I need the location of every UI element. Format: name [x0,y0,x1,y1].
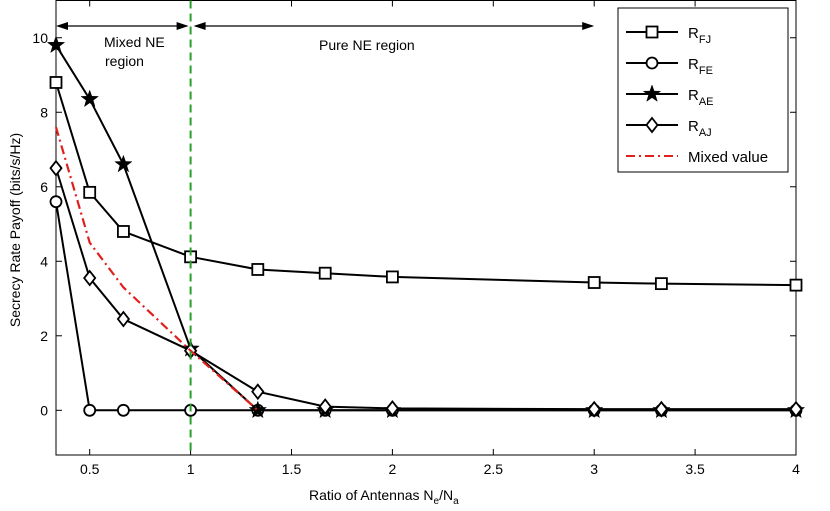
data-point-square [386,270,399,284]
data-point-diamond [116,310,131,328]
legend-label-main: Mixed value [688,149,768,166]
legend-label-sub: FJ [699,34,711,46]
y-tick-label: 4 [40,253,48,269]
data-point-circle [117,403,130,417]
data-point-diamond [318,398,332,416]
arrow-head-left [56,22,68,30]
series-mixed [54,126,259,412]
square-marker [645,25,659,39]
legend-entry-fj: RFJ [626,25,711,46]
axis-ticks: 0.5 1 1.5 2 2.5 3 3.5 4 0 2 4 6 8 10 [32,0,800,477]
legend-entry-ae: RAE [626,84,714,108]
legend-entry-mixed: Mixed value [626,149,768,166]
x-tick-label: 3.5 [685,461,705,477]
x-axis-title-sub2: a [453,496,459,507]
y-tick-label: 0 [40,402,48,418]
data-point-square [83,185,97,199]
data-point-square [49,76,63,89]
data-point-star [114,154,133,173]
x-axis-title: Ratio of Antennas Ne/Na [309,487,459,507]
data-point-diamond [587,400,601,418]
x-tick-label: 3 [590,461,598,477]
y-tick-label: 8 [40,104,48,120]
x-tick-label: 2 [389,461,397,477]
x-tick-label: 0.5 [80,461,100,477]
data-point-square [251,263,265,276]
data-point-diamond [385,399,400,417]
plot-area-frame [55,0,797,456]
series-fj [49,76,803,292]
legend-label-sub: FE [699,65,713,77]
x-axis-title-slash: /N [439,487,453,503]
pure-region-label: Pure NE region [319,37,415,53]
y-tick-label: 10 [32,30,48,46]
data-point-square [654,277,668,291]
legend-label-main: R [688,87,699,104]
circle-marker [645,56,659,70]
x-tick-label: 4 [792,461,800,477]
arrow-head-right [582,22,595,30]
x-tick-label: 1.5 [282,461,302,477]
data-point-square [789,278,803,292]
series-line [54,126,259,412]
data-point-diamond [83,269,97,287]
legend-label: Mixed value [688,149,768,166]
legend-label: RFJ [688,25,711,46]
data-point-square [117,225,130,238]
mixed-region-label-line2: region [105,53,144,69]
mixed-region-label-line1: Mixed NE [104,34,165,50]
x-tick-label: 1 [187,461,195,477]
mixed-region-arrow [56,22,189,30]
arrow-head-right [176,22,189,30]
diamond-marker [645,116,659,134]
legend-label: RAJ [688,118,712,139]
data-point-diamond [654,400,669,418]
legend-entry-fe: RFE [626,56,713,77]
arrow-head-left [193,22,206,30]
data-point-star [46,35,66,54]
legend-label-main: R [688,25,699,42]
x-axis-title-sub1: e [434,496,440,507]
legend-label-main: R [688,118,699,135]
legend-entry-aj: RAJ [626,116,712,139]
data-point-square [318,266,332,280]
legend-label-sub: AJ [699,127,712,139]
data-point-circle [49,195,63,209]
series-line [55,167,796,411]
data-point-diamond [49,159,63,177]
series-aj [49,159,803,418]
data-point-diamond [789,400,803,418]
region-annotations: Mixed NE region Pure NE region [56,22,595,69]
y-tick-label: 2 [40,328,48,344]
data-point-square [587,276,601,289]
series-line [55,82,797,287]
y-axis-title: Secrecy Rate Payoff (bits/s/Hz) [7,133,23,327]
x-tick-label: 2.5 [484,461,504,477]
data-point-star [80,89,99,108]
pure-region-arrow [193,22,595,30]
star-marker [642,84,662,102]
legend-label-main: R [688,56,699,73]
series-line [55,44,796,412]
series-layer [46,35,806,419]
data-point-diamond [251,383,265,401]
y-tick-label: 6 [40,179,48,195]
data-point-circle [83,403,97,417]
data-point-star [248,400,268,419]
legend-label-sub: AE [699,96,714,108]
legend-label: RAE [688,87,714,108]
legend-label: RFE [688,56,713,77]
x-axis-title-main: Ratio of Antennas N [309,487,434,503]
